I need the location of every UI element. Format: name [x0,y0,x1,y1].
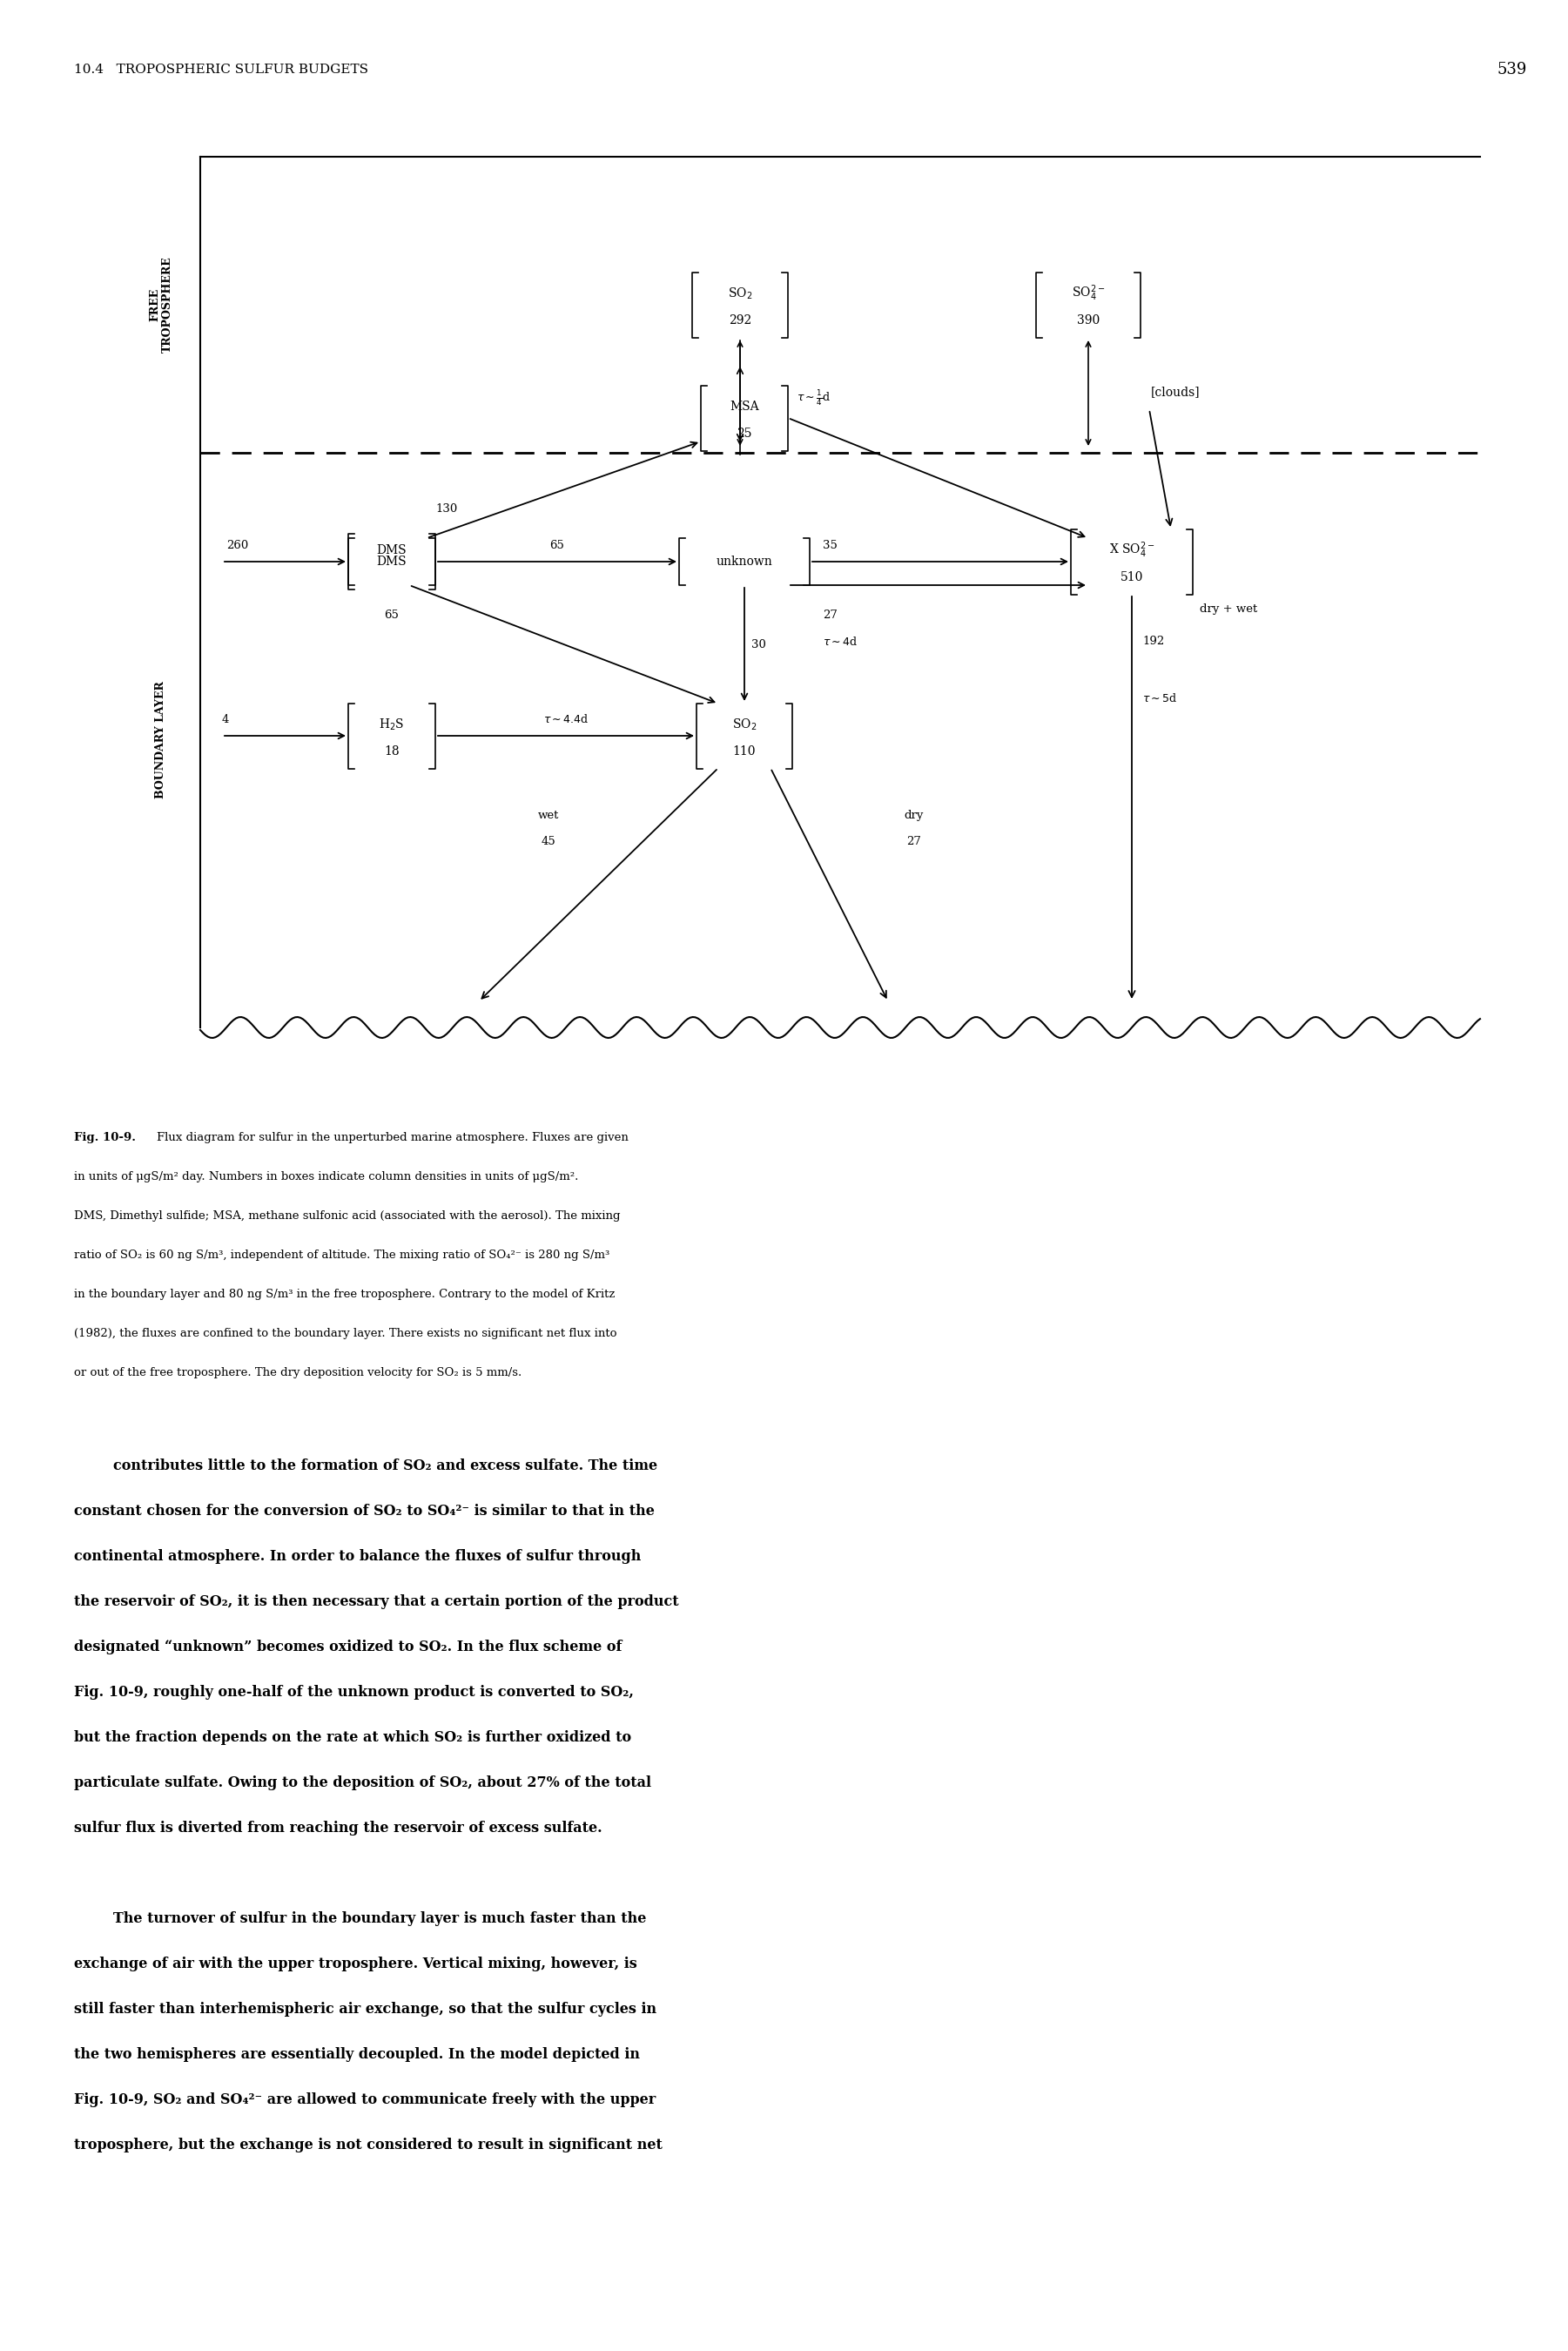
Text: SO$_2$: SO$_2$ [732,717,757,731]
Text: 30: 30 [751,639,767,649]
Text: $\tau \sim 4$d: $\tau \sim 4$d [823,635,858,649]
Text: wet: wet [538,809,560,820]
Text: constant chosen for the conversion of SO₂ to SO₄²⁻ is similar to that in the: constant chosen for the conversion of SO… [74,1505,654,1519]
Text: 510: 510 [1120,571,1143,583]
Text: sulfur flux is diverted from reaching the reservoir of excess sulfate.: sulfur flux is diverted from reaching th… [74,1820,602,1836]
Text: FREE
TROPOSPHERE: FREE TROPOSPHERE [149,256,172,353]
Text: $\tau \sim 5$d: $\tau \sim 5$d [1142,691,1178,705]
Text: continental atmosphere. In order to balance the fluxes of sulfur through: continental atmosphere. In order to bala… [74,1549,641,1563]
Text: 390: 390 [1077,315,1099,327]
Text: the two hemispheres are essentially decoupled. In the model depicted in: the two hemispheres are essentially deco… [74,2048,640,2062]
Text: 4: 4 [223,715,229,726]
Text: in the boundary layer and 80 ng S/m³ in the free troposphere. Contrary to the mo: in the boundary layer and 80 ng S/m³ in … [74,1288,615,1300]
Text: 27: 27 [906,837,922,846]
Text: 539: 539 [1497,61,1527,78]
Text: SO$_2$: SO$_2$ [728,287,753,301]
Text: 35: 35 [823,541,837,550]
Text: but the fraction depends on the rate at which SO₂ is further oxidized to: but the fraction depends on the rate at … [74,1730,632,1744]
Text: 65: 65 [384,609,400,621]
Text: exchange of air with the upper troposphere. Vertical mixing, however, is: exchange of air with the upper troposphe… [74,1956,637,1972]
Text: $\tau \sim \frac{1}{4}$d: $\tau \sim \frac{1}{4}$d [797,388,831,407]
Text: dry: dry [905,809,924,820]
Text: Flux diagram for sulfur in the unperturbed marine atmosphere. Fluxes are given: Flux diagram for sulfur in the unperturb… [157,1131,629,1143]
Text: SO$_4^{2-}$: SO$_4^{2-}$ [1071,284,1105,303]
Text: BOUNDARY LAYER: BOUNDARY LAYER [155,682,166,799]
Text: H$_2$S: H$_2$S [379,717,405,731]
Text: contributes little to the formation of SO₂ and excess sulfate. The time: contributes little to the formation of S… [113,1458,657,1474]
Text: $\tau \sim 4.4$d: $\tau \sim 4.4$d [543,712,588,726]
Text: DMS: DMS [376,543,406,557]
Text: Fig. 10-9, SO₂ and SO₄²⁻ are allowed to communicate freely with the upper: Fig. 10-9, SO₂ and SO₄²⁻ are allowed to … [74,2092,655,2106]
Text: 65: 65 [550,541,564,550]
Text: Fig. 10-9, roughly one-half of the unknown product is converted to SO₂,: Fig. 10-9, roughly one-half of the unkno… [74,1686,633,1700]
Text: X SO$_4^{2-}$: X SO$_4^{2-}$ [1109,541,1154,560]
Text: 260: 260 [226,541,248,550]
Text: still faster than interhemispheric air exchange, so that the sulfur cycles in: still faster than interhemispheric air e… [74,2001,657,2017]
Text: 10.4   TROPOSPHERIC SULFUR BUDGETS: 10.4 TROPOSPHERIC SULFUR BUDGETS [74,63,368,75]
Text: 292: 292 [729,315,751,327]
Text: 25: 25 [737,428,753,440]
Text: designated “unknown” becomes oxidized to SO₂. In the flux scheme of: designated “unknown” becomes oxidized to… [74,1639,622,1655]
Text: DMS: DMS [376,555,406,567]
Text: in units of μgS/m² day. Numbers in boxes indicate column densities in units of μ: in units of μgS/m² day. Numbers in boxes… [74,1171,579,1183]
Text: MSA: MSA [729,400,759,414]
Text: ratio of SO₂ is 60 ng S/m³, independent of altitude. The mixing ratio of SO₄²⁻ i: ratio of SO₂ is 60 ng S/m³, independent … [74,1248,610,1260]
Text: dry + wet: dry + wet [1200,604,1258,616]
Text: 130: 130 [436,503,458,515]
Text: particulate sulfate. Owing to the deposition of SO₂, about 27% of the total: particulate sulfate. Owing to the deposi… [74,1775,651,1789]
Text: DMS, Dimethyl sulfide; MSA, methane sulfonic acid (associated with the aerosol).: DMS, Dimethyl sulfide; MSA, methane sulf… [74,1211,621,1223]
Text: or out of the free troposphere. The dry deposition velocity for SO₂ is 5 mm/s.: or out of the free troposphere. The dry … [74,1366,522,1378]
Text: unknown: unknown [717,555,773,567]
Text: Fig. 10-9.: Fig. 10-9. [74,1131,136,1143]
Text: [clouds]: [clouds] [1151,386,1200,397]
Text: 110: 110 [732,745,756,757]
Text: (1982), the fluxes are confined to the boundary layer. There exists no significa: (1982), the fluxes are confined to the b… [74,1328,616,1340]
Text: 192: 192 [1142,635,1165,647]
Text: troposphere, but the exchange is not considered to result in significant net: troposphere, but the exchange is not con… [74,2137,662,2154]
Text: 18: 18 [384,745,400,757]
Text: 27: 27 [823,609,837,621]
Text: 45: 45 [541,837,555,846]
Text: The turnover of sulfur in the boundary layer is much faster than the: The turnover of sulfur in the boundary l… [113,1911,646,1925]
Text: the reservoir of SO₂, it is then necessary that a certain portion of the product: the reservoir of SO₂, it is then necessa… [74,1594,679,1608]
